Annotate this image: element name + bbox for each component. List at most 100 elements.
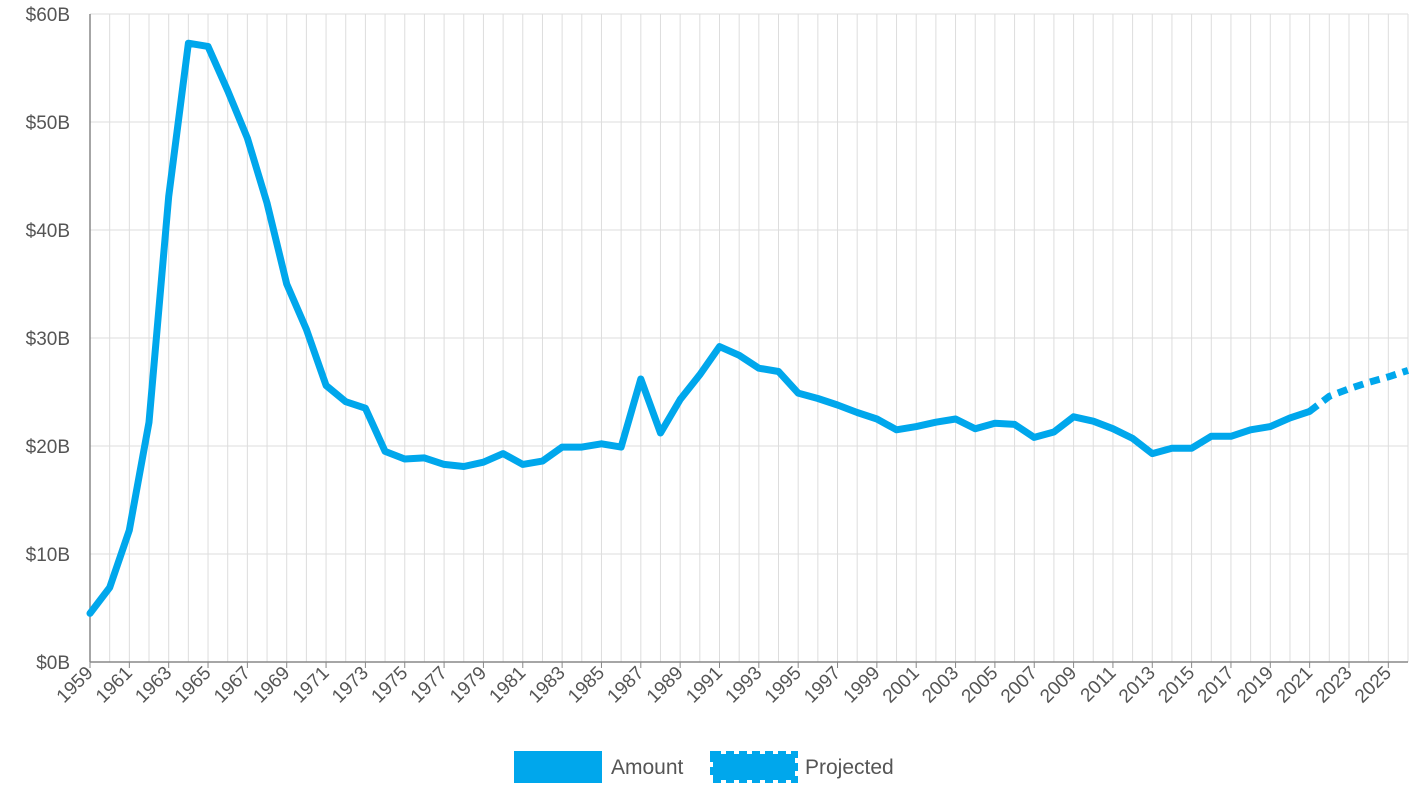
data-point bbox=[204, 43, 212, 50]
data-point bbox=[735, 352, 743, 359]
data-point bbox=[1208, 433, 1215, 440]
data-point bbox=[558, 443, 566, 451]
data-point bbox=[1109, 425, 1117, 432]
x-tick-label: 1989 bbox=[643, 663, 688, 708]
data-point bbox=[145, 419, 153, 426]
data-point bbox=[362, 405, 369, 412]
data-point bbox=[499, 450, 507, 457]
x-tick-label: 1973 bbox=[328, 663, 373, 708]
x-tick-label: 1975 bbox=[368, 663, 413, 708]
data-point bbox=[126, 527, 133, 534]
y-tick-label: $60B bbox=[26, 5, 70, 26]
x-tick-label: 2013 bbox=[1115, 663, 1160, 708]
y-tick-label: $20B bbox=[26, 437, 70, 458]
data-point bbox=[106, 584, 113, 591]
data-point bbox=[185, 39, 192, 47]
data-point bbox=[440, 461, 448, 468]
data-point bbox=[834, 401, 841, 409]
data-point bbox=[1227, 433, 1235, 440]
data-point bbox=[676, 396, 684, 403]
data-point bbox=[893, 426, 900, 433]
y-axis-ticks: $0B $10B $20B $30B $40B $50B $60B bbox=[26, 5, 70, 674]
y-tick-label: $40B bbox=[26, 221, 70, 242]
y-tick-label: $50B bbox=[26, 113, 70, 134]
data-point bbox=[1149, 450, 1156, 457]
data-point bbox=[913, 423, 920, 430]
data-point bbox=[1070, 413, 1077, 421]
data-point bbox=[381, 448, 389, 455]
x-tick-label: 1997 bbox=[800, 663, 845, 708]
data-point bbox=[991, 420, 999, 427]
legend-swatch-projected bbox=[713, 754, 795, 780]
data-point bbox=[539, 457, 546, 465]
data-point bbox=[972, 425, 979, 432]
x-tick-label: 1987 bbox=[604, 663, 649, 708]
x-tick-label: 2025 bbox=[1351, 663, 1396, 708]
x-tick-label: 2009 bbox=[1036, 663, 1081, 708]
data-point bbox=[814, 395, 822, 402]
data-point bbox=[165, 193, 172, 200]
x-tick-label: 1995 bbox=[761, 663, 806, 708]
x-tick-label: 1965 bbox=[171, 663, 216, 708]
data-point bbox=[303, 326, 310, 333]
axes bbox=[89, 14, 1408, 663]
y-tick-label: $30B bbox=[26, 329, 70, 350]
data-point bbox=[322, 382, 330, 389]
data-point bbox=[578, 443, 585, 451]
data-point bbox=[1090, 417, 1097, 425]
data-point bbox=[283, 280, 290, 288]
data-point bbox=[1011, 421, 1018, 428]
x-tick-label: 1991 bbox=[682, 663, 727, 708]
x-tick-label: 2023 bbox=[1312, 663, 1357, 708]
data-point bbox=[932, 419, 940, 426]
x-tick-label: 1961 bbox=[92, 663, 137, 708]
legend-swatch-projected-border bbox=[710, 751, 798, 783]
legend: Amount Projected bbox=[514, 751, 894, 783]
x-tick-label: 1969 bbox=[250, 663, 295, 708]
data-point bbox=[519, 461, 526, 468]
data-point bbox=[598, 440, 605, 448]
data-point bbox=[755, 365, 763, 372]
data-point bbox=[716, 343, 723, 350]
data-point bbox=[244, 135, 251, 142]
x-tick-label: 2019 bbox=[1233, 663, 1278, 708]
data-point bbox=[952, 415, 959, 423]
x-tick-label: 1993 bbox=[722, 663, 767, 708]
x-tick-label: 2007 bbox=[997, 663, 1042, 708]
x-tick-label: 1977 bbox=[407, 663, 452, 708]
data-point bbox=[480, 459, 487, 466]
x-tick-label: 2003 bbox=[918, 663, 963, 708]
legend-label-projected: Projected bbox=[805, 756, 894, 779]
data-point bbox=[1050, 428, 1058, 436]
x-tick-label: 1979 bbox=[446, 663, 491, 708]
x-tick-label: 1971 bbox=[289, 663, 334, 708]
x-tick-label: 2021 bbox=[1272, 663, 1317, 708]
series-line-projected bbox=[1307, 367, 1410, 415]
data-point bbox=[617, 443, 625, 451]
data-point bbox=[401, 455, 408, 463]
x-tick-label: 1981 bbox=[486, 663, 531, 708]
data-point bbox=[421, 454, 428, 462]
data-point bbox=[853, 409, 861, 416]
data-point bbox=[696, 371, 704, 378]
x-tick-label: 2015 bbox=[1154, 663, 1199, 708]
x-axis-ticks: 1959196119631965196719691971197319751977… bbox=[53, 662, 1396, 707]
grid bbox=[89, 13, 1409, 663]
data-point bbox=[1168, 444, 1176, 452]
legend-swatch-amount bbox=[514, 751, 602, 783]
data-point bbox=[775, 368, 782, 375]
data-point bbox=[873, 415, 881, 423]
y-tick-label: $0B bbox=[36, 653, 70, 674]
x-tick-label: 1999 bbox=[840, 663, 885, 708]
x-tick-label: 1985 bbox=[564, 663, 609, 708]
x-tick-label: 2005 bbox=[958, 663, 1003, 708]
data-point bbox=[263, 199, 271, 207]
x-tick-label: 2011 bbox=[1077, 663, 1121, 707]
x-tick-label: 2001 bbox=[879, 663, 924, 708]
legend-label-amount: Amount bbox=[611, 756, 684, 779]
data-point bbox=[1286, 414, 1294, 422]
x-tick-label: 1963 bbox=[131, 663, 176, 708]
data-point bbox=[224, 87, 231, 94]
x-tick-label: 2017 bbox=[1194, 663, 1239, 708]
